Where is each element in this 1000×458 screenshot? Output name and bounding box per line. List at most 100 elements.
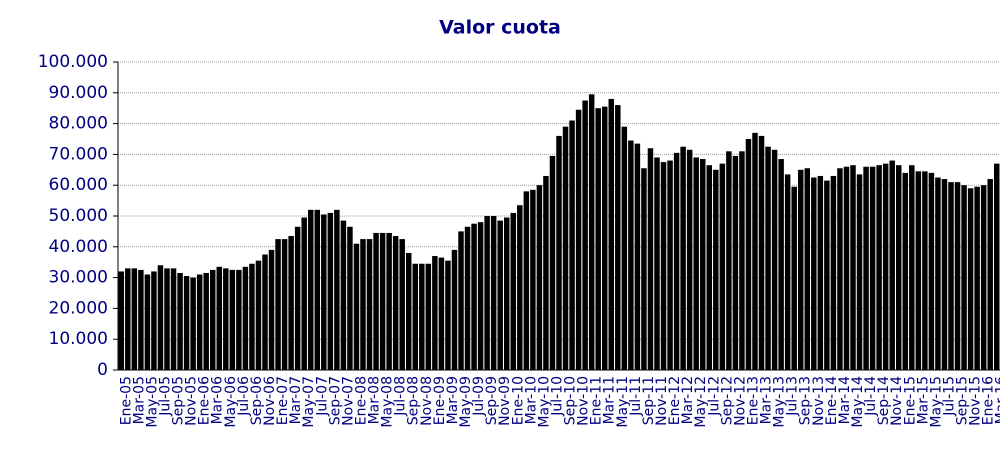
x-tick-label: Mar-15 (915, 376, 931, 424)
bar (458, 231, 464, 370)
bar (536, 185, 543, 370)
x-tick-label: Sep-05 (171, 376, 187, 425)
x-tick-label: Mar-08 (367, 376, 383, 424)
bar (895, 165, 902, 370)
x-tick-label: Nov-15 (968, 376, 984, 426)
bar (732, 155, 739, 370)
bar (236, 269, 242, 370)
x-tick-label: Jul-13 (785, 376, 801, 417)
x-tick-label: Nov-12 (732, 376, 748, 426)
bar (138, 269, 144, 370)
bar (791, 186, 797, 370)
bar (314, 209, 321, 370)
bar (281, 239, 288, 370)
bar (327, 212, 334, 370)
bar (980, 185, 987, 370)
x-tick-label: Mar-06 (210, 376, 226, 424)
bar (713, 169, 719, 370)
bar (294, 226, 301, 370)
bar (850, 165, 856, 370)
x-tick-label: Mar-16 (994, 376, 1000, 424)
bar (948, 182, 954, 370)
bar (510, 212, 517, 370)
bar (993, 163, 1000, 370)
bar (321, 214, 327, 370)
bar (582, 100, 588, 370)
bar (909, 165, 915, 370)
bar (438, 257, 445, 370)
bar (699, 159, 706, 370)
bar (882, 163, 889, 370)
bar (373, 232, 379, 370)
x-tick-label: Jul-08 (393, 376, 409, 417)
bar (634, 143, 641, 370)
x-tick-label: Sep-09 (484, 376, 500, 425)
bar (621, 126, 628, 371)
x-tick-label: Nov-09 (497, 376, 513, 426)
x-tick-label: Mar-07 (288, 376, 304, 424)
x-tick-label: Ene-12 (667, 376, 683, 425)
bar (523, 191, 530, 370)
bar (307, 209, 314, 370)
bar (543, 175, 549, 370)
bar (654, 157, 660, 370)
bar (484, 216, 490, 370)
chart-title: Valor cuota (439, 17, 561, 39)
bar (967, 188, 974, 370)
x-tick-label: Sep-11 (641, 376, 657, 425)
bar (641, 168, 647, 370)
x-tick-label: Nov-07 (340, 376, 356, 426)
x-tick-label: Mar-11 (602, 376, 618, 424)
bar (615, 105, 621, 371)
bar (203, 272, 209, 370)
x-tick-label: Sep-14 (876, 376, 892, 425)
x-tick-label: Jul-14 (863, 376, 879, 417)
bar (869, 166, 876, 370)
x-tick-label: Mar-10 (523, 376, 539, 424)
bar (170, 268, 177, 370)
bar (412, 263, 419, 370)
x-tick-label: Sep-15 (955, 376, 971, 425)
bar (876, 165, 882, 370)
y-tick-label: 40.000 (49, 237, 108, 257)
bar (693, 157, 699, 370)
bar (680, 146, 686, 370)
bar (275, 239, 281, 370)
y-tick-label: 30.000 (49, 268, 108, 288)
bar (209, 269, 216, 370)
bar (399, 239, 405, 370)
bar (530, 189, 536, 370)
bar (595, 108, 601, 370)
bar (490, 216, 497, 370)
bar (863, 166, 869, 370)
x-tick-label: Ene-08 (353, 376, 369, 425)
bar (301, 217, 307, 370)
bar (464, 226, 471, 370)
x-tick-label: May-15 (928, 376, 944, 428)
bar (902, 172, 909, 370)
bar (954, 182, 961, 370)
x-tick-label: Mar-13 (759, 376, 775, 424)
x-tick-label: Jul-09 (471, 376, 487, 417)
x-tick-label: Jul-15 (941, 376, 957, 417)
bar (778, 159, 784, 370)
bar (830, 175, 837, 370)
bar (164, 268, 170, 370)
x-tick-label: Nov-06 (262, 376, 278, 426)
bar (177, 272, 183, 370)
x-tick-label: Sep-07 (327, 376, 343, 425)
bar (706, 165, 713, 370)
bar (451, 249, 458, 370)
bar (366, 239, 373, 370)
bar (471, 223, 477, 370)
bar (569, 120, 575, 371)
bar (562, 126, 569, 371)
bar (588, 94, 595, 370)
x-tick-label: Jul-07 (314, 376, 330, 417)
bar (347, 226, 353, 370)
bar (797, 169, 804, 370)
bar (647, 148, 654, 370)
bar (673, 152, 680, 370)
x-tick-label: Ene-13 (745, 376, 761, 425)
